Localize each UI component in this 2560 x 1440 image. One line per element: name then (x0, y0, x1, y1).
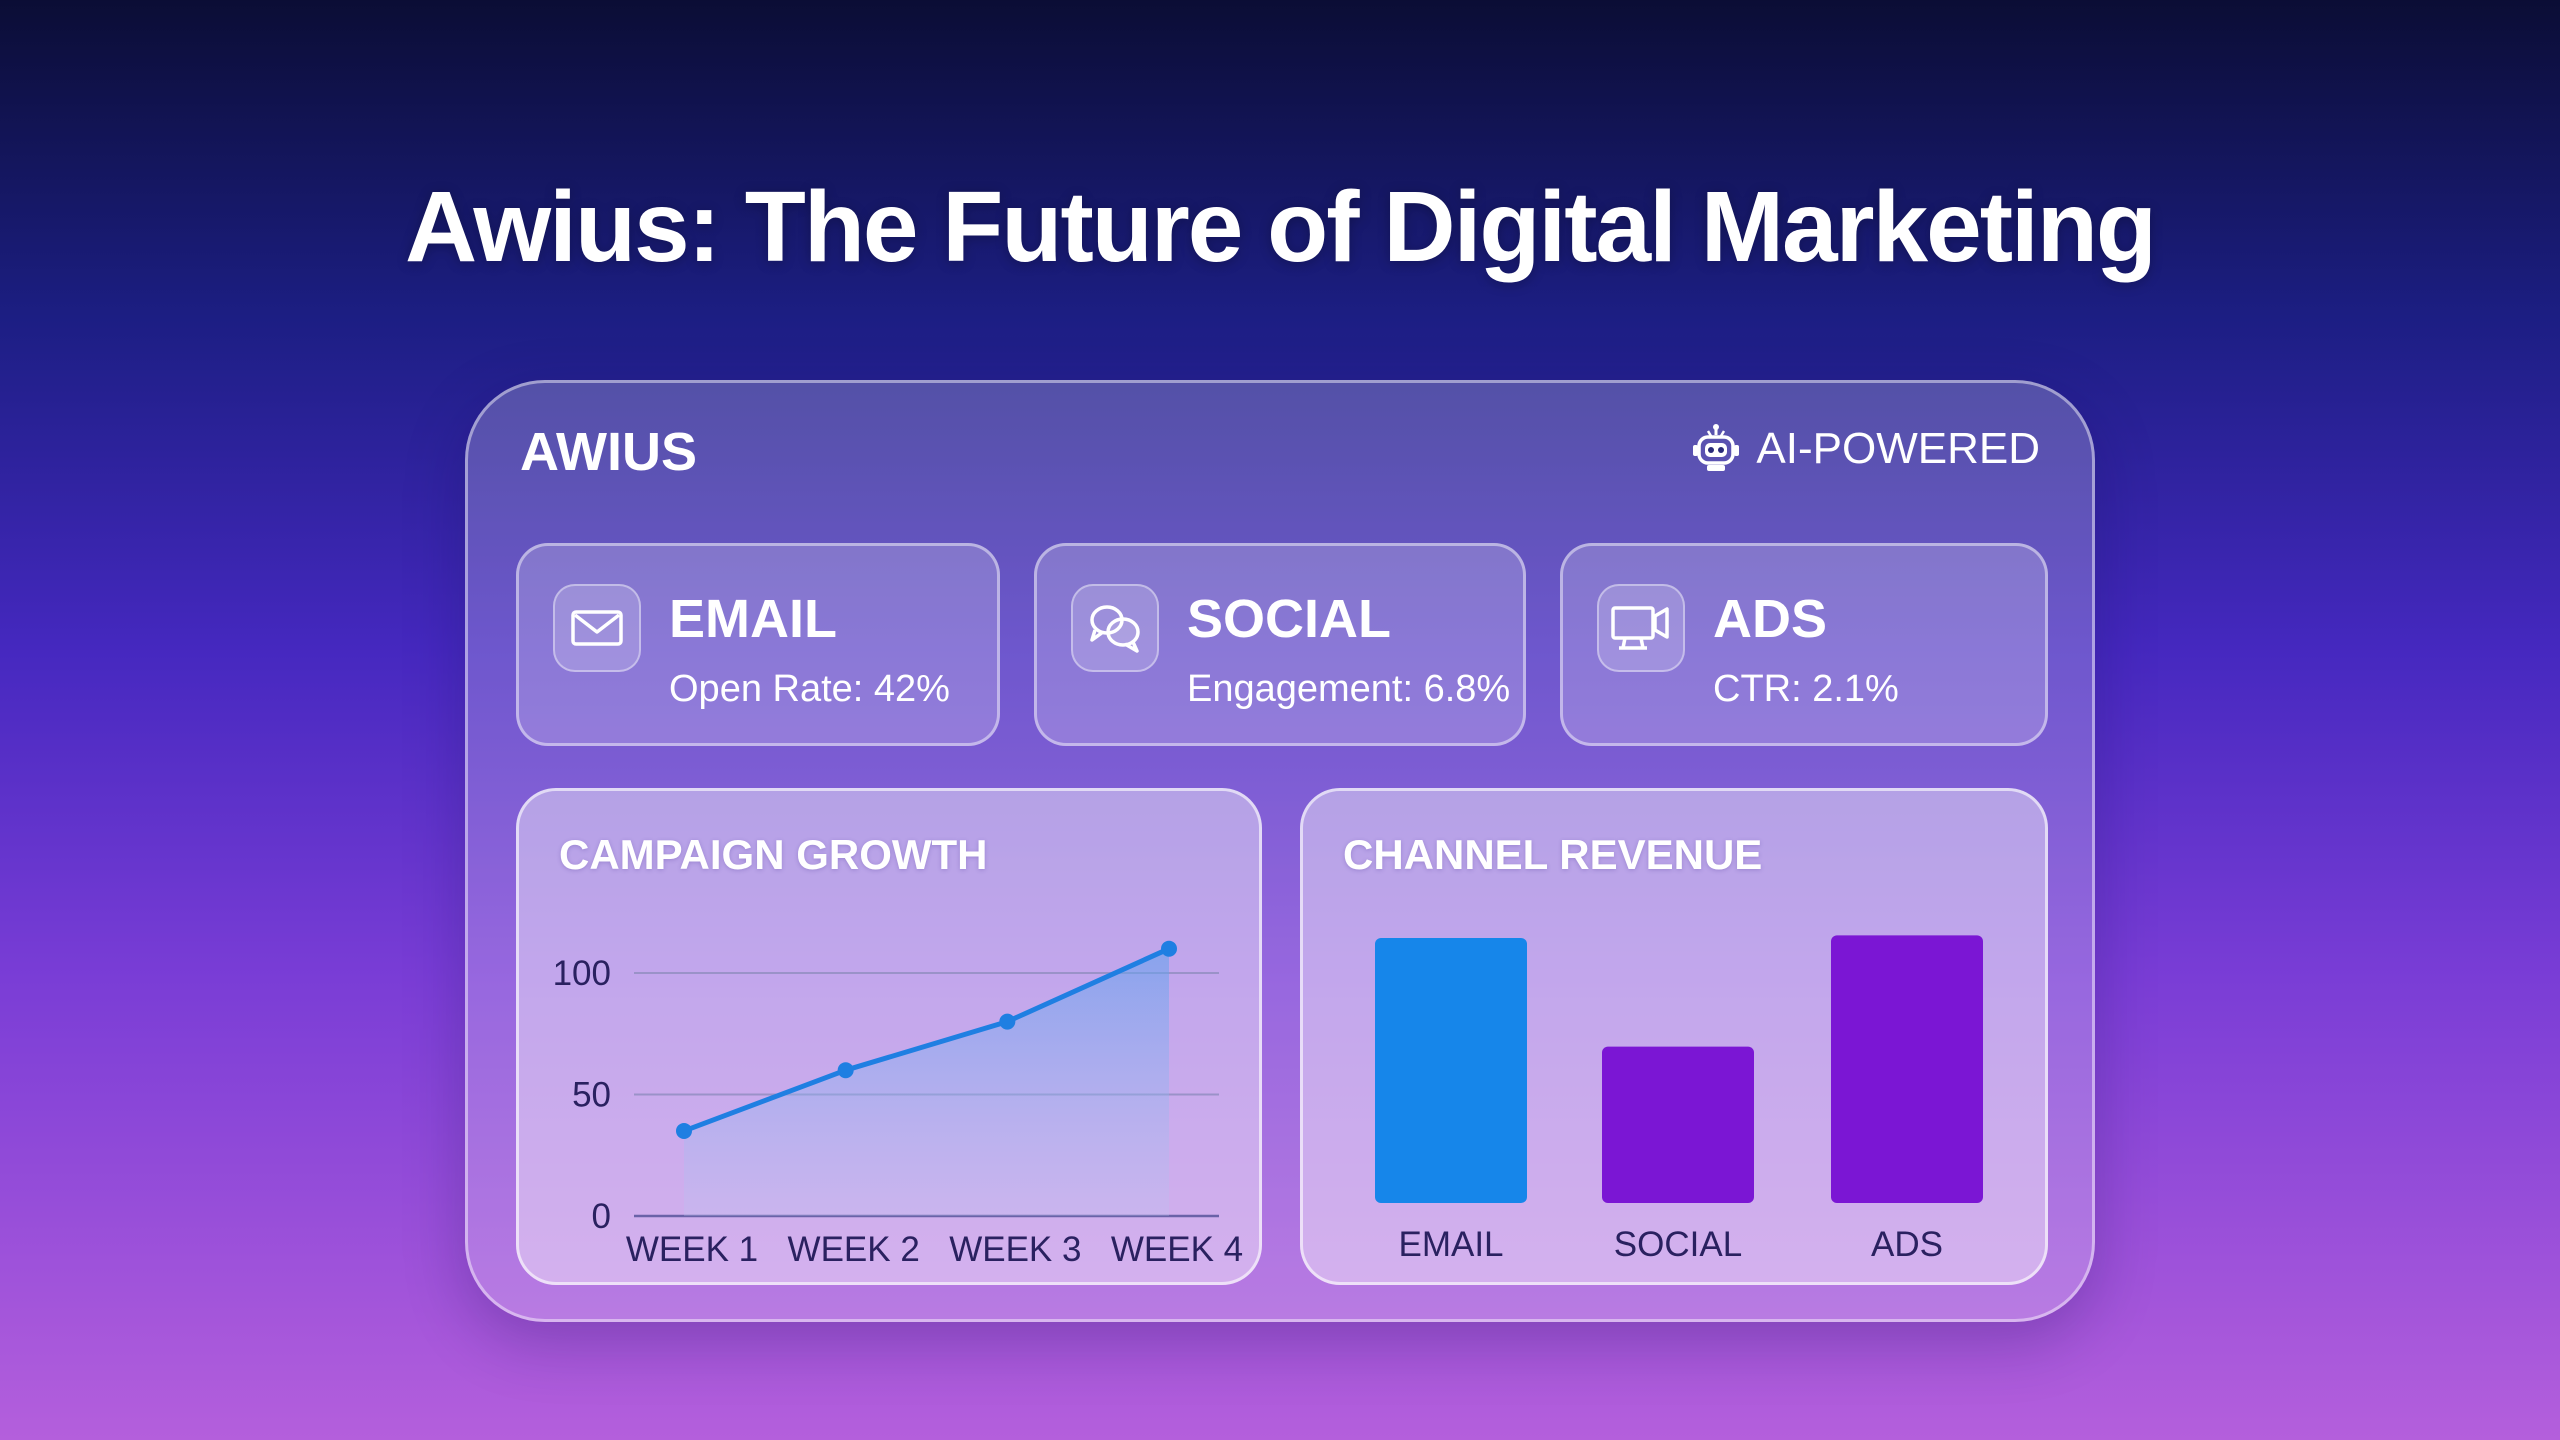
y-tick-label: 0 (592, 1197, 611, 1236)
channel-revenue-chart: EMAIL SOCIAL ADS (1375, 935, 1983, 1264)
brand-name: AWIUS (520, 422, 698, 482)
monitor-camera-icon (1597, 584, 1685, 672)
channel-revenue-title: CHANNEL REVENUE (1343, 831, 1763, 878)
ads-metric-card[interactable]: ADS CTR: 2.1% (1560, 543, 2048, 746)
channel-revenue-panel: EMAIL SOCIAL ADS CHANNEL REVENUE (1300, 788, 2048, 1285)
data-point (999, 1013, 1016, 1030)
x-tick-label: EMAIL (1398, 1225, 1503, 1264)
x-tick-label: WEEK 1 (626, 1230, 758, 1269)
email-metric-card[interactable]: EMAIL Open Rate: 42% (516, 543, 1000, 746)
email-open-rate: Open Rate: 42% (669, 668, 950, 710)
data-point (676, 1122, 692, 1139)
campaign-growth-title: CAMPAIGN GROWTH (559, 831, 988, 878)
revenue-bar (1602, 1046, 1754, 1203)
email-label: EMAIL (669, 589, 837, 649)
data-point (837, 1062, 854, 1079)
social-label: SOCIAL (1187, 589, 1392, 649)
campaign-growth-chart: 0 50 100 WEEK 1 WEEK 2 WEEK 3 WEEK 4 (553, 940, 1243, 1269)
x-tick-label: WEEK 2 (788, 1230, 920, 1269)
chat-bubbles-icon (1071, 584, 1159, 672)
social-metric-card[interactable]: SOCIAL Engagement: 6.8% (1034, 543, 1526, 746)
x-tick-label: SOCIAL (1614, 1225, 1742, 1264)
robot-icon (1690, 423, 1742, 475)
campaign-growth-panel: 0 50 100 WEEK 1 WEEK 2 WEEK 3 WEEK 4 CAMPAIGN … (516, 788, 1262, 1285)
ai-powered-badge: AI-POWERED (1690, 423, 2040, 475)
x-tick-label: ADS (1871, 1225, 1943, 1264)
page-title: Awius: The Future of Digital Marketing (404, 171, 2157, 283)
envelope-icon (553, 584, 641, 672)
social-engagement: Engagement: 6.8% (1187, 668, 1511, 710)
x-tick-label: WEEK 3 (949, 1230, 1081, 1269)
data-point (1161, 940, 1177, 957)
dashboard-card: AWIUS AI-POWERED (465, 380, 2095, 1322)
growth-line (683, 946, 1171, 1134)
growth-area (684, 948, 1169, 1216)
x-tick-label: WEEK 4 (1111, 1230, 1243, 1269)
y-tick-label: 50 (572, 1076, 611, 1115)
y-tick-label: 100 (553, 954, 611, 993)
revenue-bar (1375, 938, 1527, 1203)
ads-ctr: CTR: 2.1% (1713, 668, 1899, 710)
ai-powered-label: AI-POWERED (1756, 424, 2040, 473)
revenue-bar (1831, 935, 1983, 1203)
ads-label: ADS (1713, 589, 1828, 649)
